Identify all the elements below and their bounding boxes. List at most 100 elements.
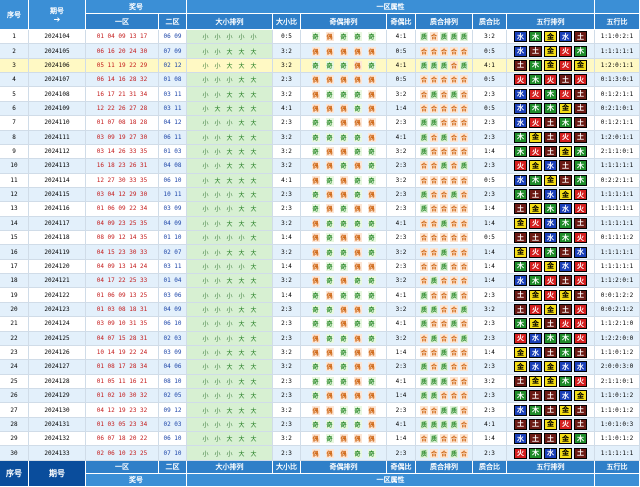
parity-mark: 偶 (311, 46, 320, 56)
parity-mark: 奇 (325, 419, 334, 429)
element-badge: 土 (529, 418, 542, 430)
parity-mark: 偶 (325, 391, 334, 401)
prime-mark: 合 (450, 161, 458, 171)
row-3-parity-ratio: 4:1 (387, 58, 416, 74)
header-parity-pattern[interactable]: 奇偶排列 (301, 14, 387, 30)
header-zone1[interactable]: 一区 (86, 14, 159, 30)
header-element-ratio-top (595, 0, 640, 14)
footer-size-ratio[interactable]: 大小比 (273, 461, 301, 474)
footer-attr[interactable]: 一区属性 (187, 474, 595, 487)
size-mark: 大 (238, 206, 245, 214)
parity-mark: 奇 (339, 290, 348, 300)
row-4-size: 小小小大大 (187, 73, 273, 88)
size-mark: 大 (226, 249, 233, 257)
element-badge: 火 (559, 418, 572, 430)
header-period[interactable]: 期号 ➔ (29, 0, 86, 30)
row-29-size-ratio: 3:2 (273, 432, 301, 447)
parity-mark: 奇 (339, 218, 348, 228)
size-mark: 小 (214, 235, 221, 243)
element-badge: 火 (574, 189, 587, 201)
parity-mark: 奇 (339, 261, 348, 271)
header-element-ratio[interactable]: 五行比 (595, 14, 640, 30)
prime-mark: 合 (450, 204, 458, 214)
footer-prime-pattern[interactable]: 质合排列 (416, 461, 473, 474)
element-badge: 土 (529, 45, 542, 57)
element-badge: 土 (544, 347, 557, 359)
header-zone2[interactable]: 二区 (159, 14, 187, 30)
footer-parity-pattern[interactable]: 奇偶排列 (301, 461, 387, 474)
parity-mark: 偶 (339, 276, 348, 286)
row-9-zone2: 01 03 (159, 144, 187, 160)
footer-prize[interactable]: 奖号 (86, 474, 187, 487)
footer-parity-ratio[interactable]: 奇偶比 (387, 461, 416, 474)
element-badge: 火 (529, 117, 542, 129)
size-mark: 大 (226, 278, 233, 286)
row-9-zone1: 03 14 26 33 35 (86, 144, 159, 160)
row-3-prime: 质质质合质 (416, 58, 473, 74)
element-badge: 木 (574, 45, 587, 57)
size-mark: 小 (214, 34, 221, 42)
element-badge: 火 (574, 260, 587, 272)
row-8-element-ratio: 1:2:0:1:1 (595, 130, 640, 145)
row-2-prime: 合合合合合 (416, 44, 473, 59)
row-11-parity-ratio: 3:2 (387, 173, 416, 188)
parity-mark: 偶 (325, 290, 334, 300)
element-badge: 火 (544, 74, 557, 86)
element-badge: 金 (529, 289, 542, 301)
element-badge: 火 (529, 246, 542, 258)
element-badge: 木 (529, 404, 542, 416)
prime-mark: 合 (440, 434, 448, 444)
header-parity-ratio[interactable]: 奇偶比 (387, 14, 416, 30)
parity-mark: 偶 (311, 247, 320, 257)
element-badge: 火 (559, 59, 572, 71)
row-7-period: 2024110 (29, 116, 86, 131)
size-mark: 小 (202, 364, 209, 372)
arrow-right-icon: ➔ (53, 14, 61, 24)
size-mark: 小 (238, 235, 245, 243)
row-30-parity-ratio: 2:3 (387, 446, 416, 461)
size-mark: 大 (250, 335, 257, 343)
element-badge: 水 (559, 31, 572, 43)
header-element-pattern[interactable]: 五行排列 (507, 14, 595, 30)
size-mark: 小 (214, 321, 221, 329)
footer-zone2[interactable]: 二区 (159, 461, 187, 474)
header-prime-ratio[interactable]: 质合比 (473, 14, 507, 30)
row-7-prime: 质质合合合 (416, 116, 473, 131)
size-mark: 大 (250, 206, 257, 214)
row-30-parity: 偶偶偶奇奇 (301, 446, 387, 461)
footer-prime-ratio[interactable]: 质合比 (473, 461, 507, 474)
footer-zone1[interactable]: 一区 (86, 461, 159, 474)
size-mark: 大 (250, 378, 257, 386)
element-badge: 水 (529, 347, 542, 359)
element-badge: 土 (529, 390, 542, 402)
parity-mark: 奇 (325, 218, 334, 228)
element-badge: 火 (574, 318, 587, 330)
header-prime-pattern[interactable]: 质合排列 (416, 14, 473, 30)
row-14-size-ratio: 3:2 (273, 216, 301, 232)
header-seq[interactable]: 序号 (0, 0, 29, 30)
footer-seq[interactable]: 序号 (0, 461, 29, 487)
element-badge: 土 (514, 304, 527, 315)
parity-mark: 偶 (353, 305, 362, 314)
row-7-parity-ratio: 2:3 (387, 116, 416, 131)
row-6-elements: 水木木金土 (507, 101, 595, 117)
row-11-seq: 11 (0, 173, 29, 188)
header-attr[interactable]: 一区属性 (187, 0, 595, 14)
footer-size-pattern[interactable]: 大小排列 (187, 461, 273, 474)
footer-period[interactable]: 期号 (29, 461, 86, 487)
element-badge: 火 (574, 275, 587, 287)
footer-element-pattern[interactable]: 五行排列 (507, 461, 595, 474)
size-mark: 小 (202, 105, 209, 113)
element-badge: 金 (559, 404, 572, 416)
row-16-prime: 合合质合合 (416, 245, 473, 260)
row-16-elements: 金火木土水 (507, 245, 595, 260)
row-14-parity: 偶奇奇奇奇 (301, 216, 387, 232)
footer-element-ratio[interactable]: 五行比 (595, 461, 640, 474)
parity-mark: 偶 (325, 46, 334, 56)
prime-mark: 质 (460, 60, 468, 70)
header-size-pattern[interactable]: 大小排列 (187, 14, 273, 30)
header-prize[interactable]: 奖号 (86, 0, 187, 14)
header-size-ratio[interactable]: 大小比 (273, 14, 301, 30)
row-5-parity-ratio: 3:2 (387, 87, 416, 102)
element-badge: 火 (514, 74, 527, 86)
